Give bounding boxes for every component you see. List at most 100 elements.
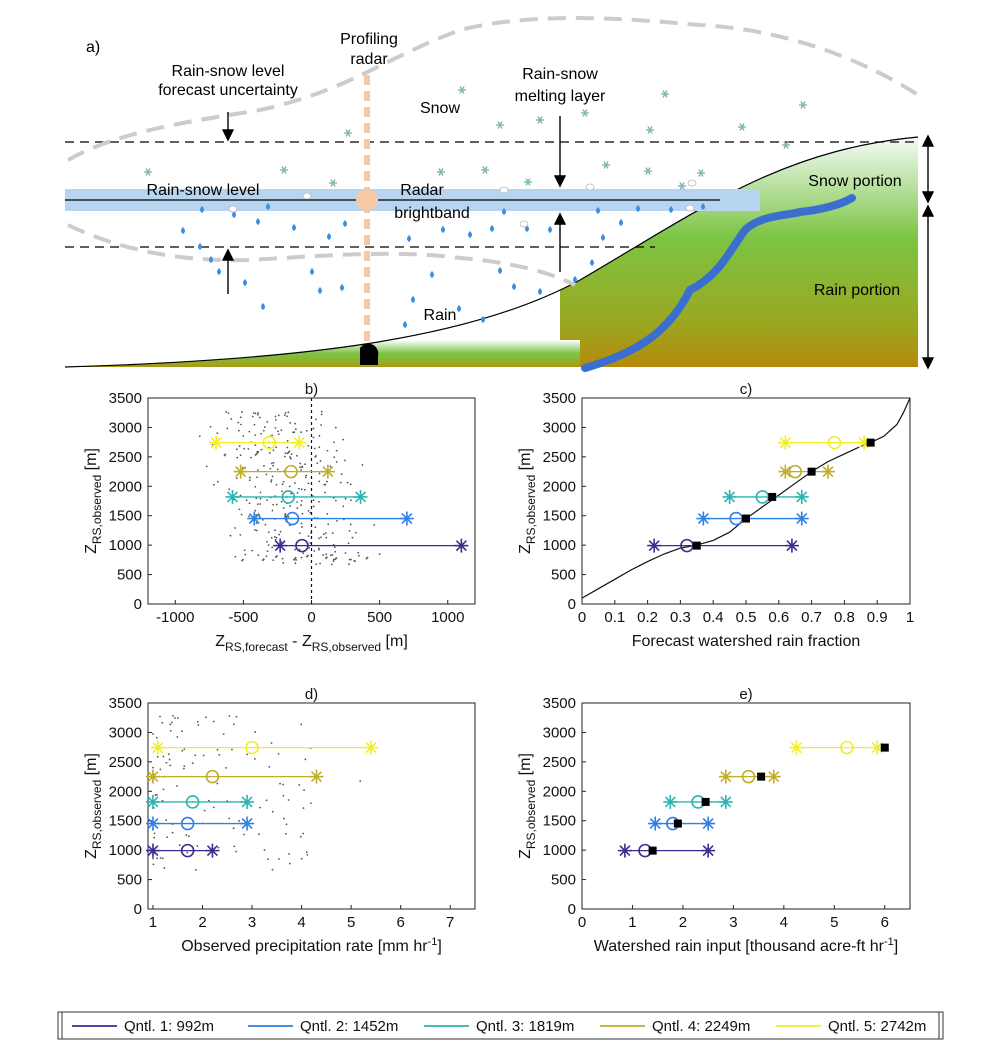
observation-point <box>194 754 197 757</box>
observation-point <box>262 429 265 432</box>
observation-point <box>238 820 241 822</box>
quantile-median-marker <box>180 843 195 858</box>
observation-point <box>325 553 328 556</box>
observation-point <box>306 853 309 856</box>
y-tick-label: 0 <box>568 901 576 918</box>
observation-point <box>315 563 318 565</box>
observation-point <box>233 723 235 726</box>
raindrop-icon <box>669 206 673 213</box>
x-tick-label: 3 <box>248 914 256 931</box>
y-tick-label: 3000 <box>543 419 576 436</box>
observation-point <box>294 428 297 431</box>
observation-point <box>159 857 162 859</box>
observation-point <box>242 833 245 836</box>
observation-point <box>326 513 329 515</box>
quantile-median-marker <box>262 435 277 450</box>
observation-point <box>238 445 241 448</box>
y-tick-label: 3000 <box>109 724 142 741</box>
forecast-point-marker <box>866 438 875 447</box>
observation-point <box>183 748 186 751</box>
observation-point <box>236 448 238 451</box>
x-tick-label: 4 <box>297 914 305 931</box>
observation-point <box>340 473 343 476</box>
observation-point <box>169 730 172 732</box>
observation-point <box>287 411 290 414</box>
observation-point <box>272 559 275 562</box>
raindrop-icon <box>636 205 640 212</box>
observation-point <box>282 507 285 510</box>
observation-point <box>294 422 297 425</box>
y-tick-label: 1500 <box>543 508 576 525</box>
chart-title: d) <box>305 686 318 703</box>
raindrop-icon <box>441 226 445 233</box>
observation-point <box>299 835 302 838</box>
observation-point <box>354 560 356 563</box>
observation-point <box>254 509 257 512</box>
observation-point <box>265 555 268 558</box>
forecast-point-marker <box>692 541 701 550</box>
raindrop-icon <box>548 226 552 233</box>
raindrop-icon <box>490 225 494 232</box>
quantile-median-marker <box>840 740 854 755</box>
observation-point <box>198 435 201 438</box>
snowflake-icon <box>697 169 705 177</box>
y-tick-label: 2000 <box>109 478 142 495</box>
y-tick-label: 3500 <box>109 390 142 407</box>
forecast-point-marker <box>768 492 777 501</box>
quantile-median-marker <box>284 464 298 479</box>
observation-point <box>162 788 165 791</box>
observation-point <box>165 761 168 764</box>
observation-point <box>244 553 247 556</box>
observation-point <box>300 431 303 434</box>
x-tick-label: 3 <box>729 914 737 931</box>
observation-point <box>255 522 258 524</box>
observation-point <box>281 483 284 486</box>
observation-point <box>300 723 303 726</box>
observation-point <box>272 449 275 452</box>
observation-point <box>334 550 337 553</box>
x-tick-label: -1000 <box>156 609 194 626</box>
observation-point <box>275 536 278 539</box>
observation-point <box>279 782 281 785</box>
observation-point <box>318 480 321 483</box>
observation-point <box>331 553 334 556</box>
observation-point <box>256 476 258 479</box>
observation-point <box>270 742 273 744</box>
observation-point <box>290 492 292 495</box>
panel-a-label: a) <box>86 39 100 56</box>
quantile-median-marker <box>205 769 220 784</box>
observation-point <box>153 832 156 835</box>
observation-point <box>318 537 320 540</box>
observation-point <box>316 462 319 465</box>
quantile-2-series <box>247 511 414 526</box>
observation-point <box>342 505 345 508</box>
quantile-2-series <box>648 816 716 831</box>
observation-point <box>300 469 303 471</box>
observation-point <box>289 457 292 460</box>
melting-particle-icon <box>302 192 312 200</box>
y-tick-label: 1000 <box>543 537 576 554</box>
observation-points <box>198 410 381 566</box>
observation-point <box>275 446 278 449</box>
observation-point <box>205 465 208 468</box>
raindrop-icon <box>403 321 407 328</box>
raindrop-icon <box>343 220 347 227</box>
y-tick-label: 500 <box>551 872 576 889</box>
observation-point <box>248 479 251 482</box>
observation-point <box>251 415 254 418</box>
raindrop-icon <box>340 284 344 291</box>
observation-point <box>272 461 275 464</box>
y-tick-label: 2000 <box>109 783 142 800</box>
observation-point <box>247 448 250 450</box>
observation-point <box>254 444 257 447</box>
observation-point <box>296 491 299 494</box>
x-tick-label: 6 <box>881 914 889 931</box>
observation-point <box>253 423 256 426</box>
legend-label: Qntl. 2: 1452m <box>300 1018 398 1035</box>
quantile-2-series <box>696 511 809 526</box>
observation-point <box>243 549 246 552</box>
observation-point <box>342 438 345 441</box>
raindrop-icon <box>310 268 314 275</box>
quantile-1-series <box>617 843 716 858</box>
legend-item-5: Qntl. 5: 2742m <box>776 1018 926 1035</box>
